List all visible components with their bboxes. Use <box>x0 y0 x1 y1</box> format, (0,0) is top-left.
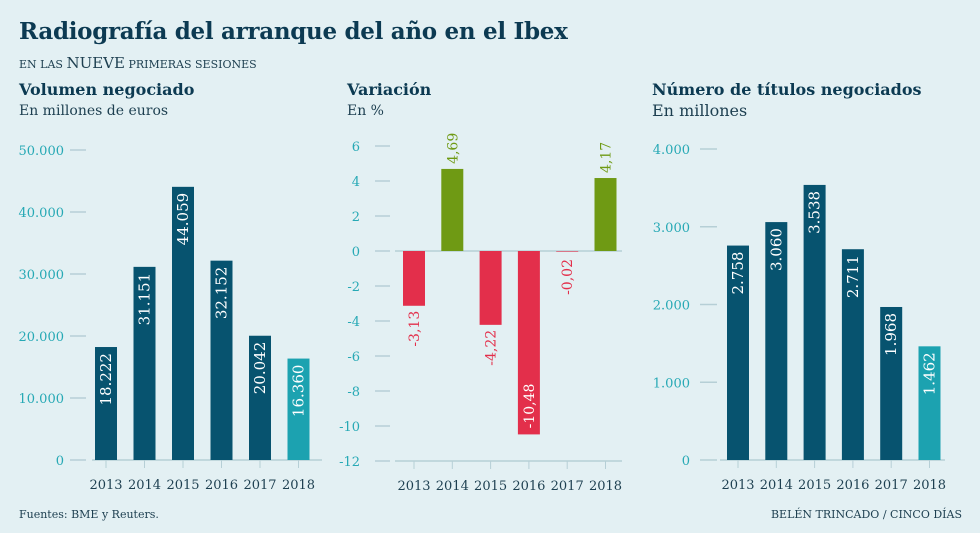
variacion-bar <box>403 251 425 306</box>
titulos-bar <box>880 306 903 460</box>
page-subtitle: EN LAS NUEVE PRIMERAS SESIONES <box>19 54 257 72</box>
volumen-xtick-label: 2017 <box>243 478 276 493</box>
variacion-bar <box>594 178 617 251</box>
volumen-bar <box>249 335 271 460</box>
subtitle-post: PRIMERAS SESIONES <box>128 58 257 71</box>
variacion-xtick-label: 2017 <box>551 479 584 494</box>
titulos-value-label: 2.758 <box>729 252 747 295</box>
page-title: Radiografía del arranque del año en el I… <box>19 18 568 45</box>
titulos-value-label: 3.538 <box>806 191 824 234</box>
titulos-value-label: 3.060 <box>767 228 785 271</box>
variacion-xtick-label: 2014 <box>436 479 469 494</box>
subtitle-pre: EN LAS <box>19 58 63 71</box>
variacion-bar <box>479 251 502 325</box>
source-note: Fuentes: BME y Reuters. <box>19 508 159 521</box>
volumen-xtick-label: 2016 <box>205 478 238 493</box>
variacion-value-label: 4,69 <box>445 133 461 164</box>
titulos-bar <box>841 249 864 460</box>
chart-unit-variacion: En % <box>347 103 384 119</box>
variacion-xtick-label: 2018 <box>589 479 622 494</box>
volumen-value-label: 20.042 <box>251 342 269 395</box>
volumen-bar <box>133 266 156 460</box>
variacion-bar <box>517 251 540 435</box>
titulos-ytick-label: 3.000 <box>653 221 690 236</box>
subtitle-emphasis: NUEVE <box>66 54 125 72</box>
variacion-xtick-label: 2015 <box>474 479 507 494</box>
titulos-bar <box>918 346 941 460</box>
titulos-bar <box>727 245 749 460</box>
titulos-xtick-label: 2017 <box>875 478 908 493</box>
chart-unit-titulos: En millones <box>652 101 748 120</box>
variacion-ytick-label: -6 <box>347 350 360 365</box>
variacion-ytick-label: 0 <box>352 245 360 260</box>
volumen-ytick-label: 10.000 <box>19 392 65 407</box>
variacion-bar <box>556 251 579 252</box>
variacion-bar <box>441 168 464 251</box>
volumen-ytick-label: 50.000 <box>19 144 65 159</box>
volumen-value-label: 18.222 <box>97 353 115 406</box>
titulos-ytick-label: 2.000 <box>653 299 690 314</box>
chart-title-titulos: Número de títulos negociados <box>652 80 922 99</box>
volumen-ytick-label: 40.000 <box>19 206 65 221</box>
variacion-value-label: -10,48 <box>522 384 538 429</box>
titulos-ytick-label: 1.000 <box>653 376 690 391</box>
variacion-ytick-label: -4 <box>347 315 360 330</box>
volumen-ytick-label: 20.000 <box>19 330 65 345</box>
titulos-xtick-label: 2016 <box>836 478 869 493</box>
volumen-ytick-label: 30.000 <box>19 268 65 283</box>
titulos-ytick-label: 0 <box>682 454 690 469</box>
volumen-ytick-label: 0 <box>56 454 64 469</box>
volumen-value-label: 44.059 <box>174 193 192 246</box>
volumen-value-label: 16.360 <box>290 365 308 418</box>
volumen-xtick-label: 2015 <box>166 478 199 493</box>
volumen-value-label: 32.152 <box>213 267 231 320</box>
credit-note: BELÉN TRINCADO / CINCO DÍAS <box>770 508 962 521</box>
variacion-ytick-label: 6 <box>352 140 360 155</box>
titulos-value-label: 1.462 <box>921 352 939 395</box>
variacion-ytick-label: -12 <box>339 455 360 470</box>
variacion-ytick-label: -10 <box>339 420 360 435</box>
variacion-value-label: -4,22 <box>484 330 500 366</box>
volumen-xtick-label: 2018 <box>282 478 315 493</box>
volumen-bar <box>287 358 310 460</box>
titulos-value-label: 2.711 <box>844 255 862 298</box>
chart-unit-volumen: En millones de euros <box>19 103 169 119</box>
variacion-ytick-label: 2 <box>352 210 360 225</box>
titulos-bar <box>803 184 826 460</box>
titulos-xtick-label: 2014 <box>760 478 793 493</box>
variacion-value-label: -3,13 <box>407 311 423 347</box>
chart-title-volumen: Volumen negociado <box>19 80 195 99</box>
variacion-ytick-label: 4 <box>352 175 360 190</box>
titulos-xtick-label: 2018 <box>913 478 946 493</box>
titulos-xtick-label: 2015 <box>798 478 831 493</box>
variacion-ytick-label: -8 <box>347 385 360 400</box>
titulos-bar <box>765 222 788 460</box>
variacion-value-label: -0,02 <box>560 259 576 295</box>
volumen-bar <box>172 186 194 460</box>
volumen-xtick-label: 2014 <box>128 478 161 493</box>
variacion-value-label: 4,17 <box>599 142 615 173</box>
variacion-ytick-label: -2 <box>347 280 360 295</box>
chart-title-variacion: Variación <box>347 80 432 99</box>
titulos-ytick-label: 4.000 <box>653 143 690 158</box>
variacion-xtick-label: 2016 <box>512 479 545 494</box>
volumen-xtick-label: 2013 <box>89 478 122 493</box>
titulos-value-label: 1.968 <box>882 313 900 356</box>
volumen-value-label: 31.151 <box>136 273 154 326</box>
titulos-xtick-label: 2013 <box>721 478 754 493</box>
volumen-bar <box>210 260 233 460</box>
volumen-bar <box>95 347 117 460</box>
variacion-xtick-label: 2013 <box>397 479 430 494</box>
